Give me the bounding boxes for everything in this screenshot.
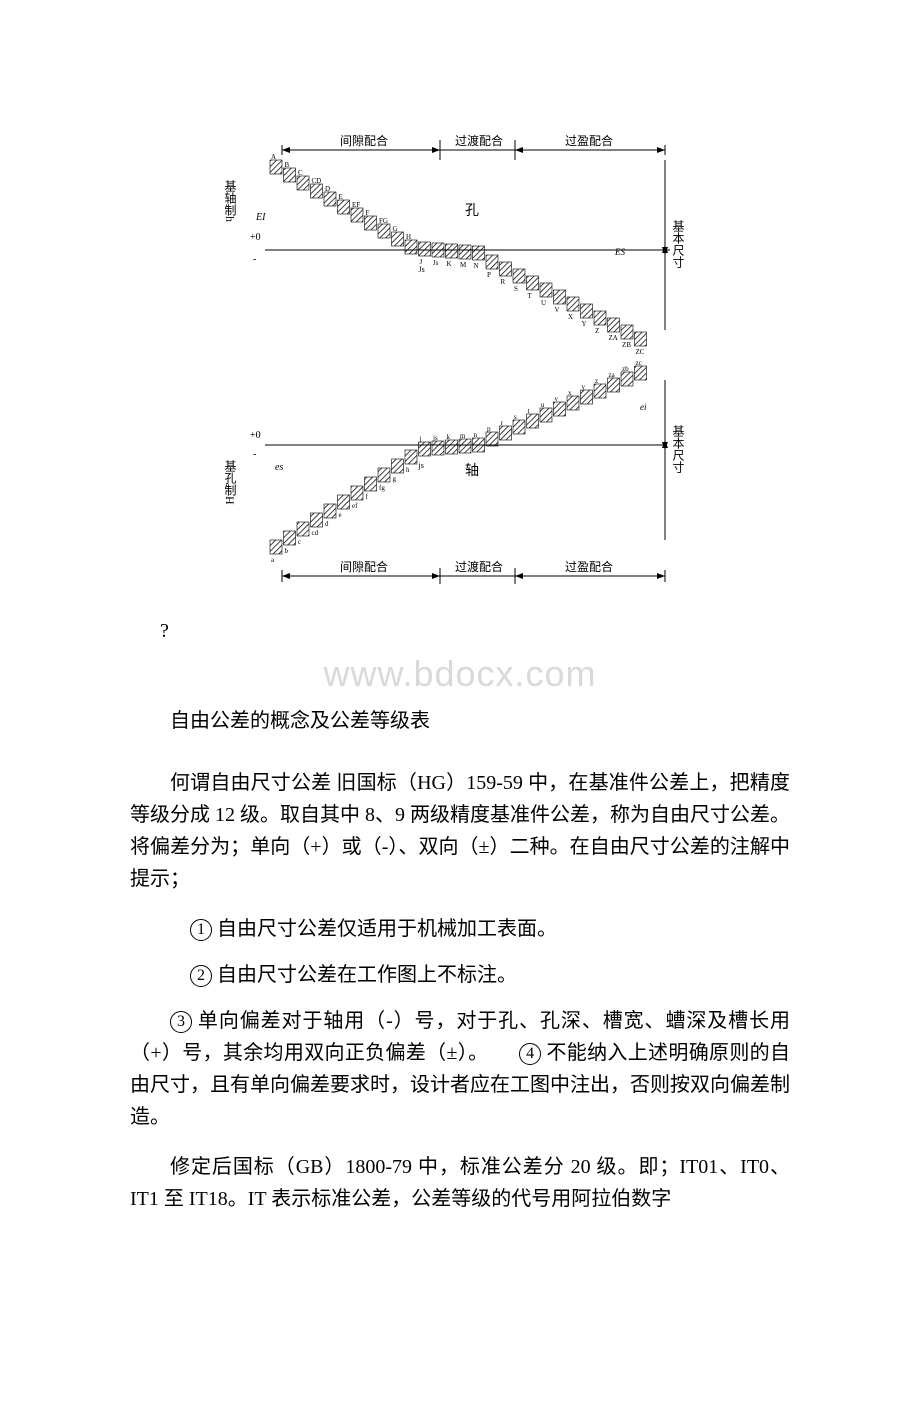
es-lower: es — [275, 462, 283, 473]
item2-text: 自由尺寸公差在工作图上不标注。 — [212, 964, 517, 986]
section-title: 自由公差的概念及公差等级表 — [130, 705, 790, 737]
top-clearance-label: 间隙配合 — [340, 133, 388, 148]
svg-text:zc: zc — [636, 359, 642, 367]
svg-text:t: t — [528, 407, 530, 415]
tolerance-diagram: 间隙配合 过渡配合 过盈配合 +0 - EI 基轴制h 基本尺寸 孔 ES AB… — [220, 120, 700, 600]
list-item-2: 2 自由尺寸公差在工作图上不标注。 — [130, 959, 790, 991]
svg-text:C: C — [298, 169, 303, 177]
shaft-label: 轴 — [465, 463, 479, 479]
paragraph-2: 修定后国标（GB）1800-79 中，标准公差分 20 级。即；IT01、IT0… — [130, 1151, 790, 1215]
svg-text:V: V — [555, 306, 560, 314]
svg-text:X: X — [568, 313, 573, 321]
minus-top: - — [253, 254, 256, 265]
svg-text:Js: Js — [433, 259, 439, 267]
svg-text:z: z — [595, 377, 598, 385]
svg-text:x: x — [568, 389, 572, 397]
circled-4: 4 — [519, 1043, 541, 1065]
svg-text:F: F — [366, 209, 370, 217]
hole-system-label: 基孔制H — [223, 460, 237, 505]
svg-text:y: y — [582, 383, 586, 391]
svg-text:FG: FG — [379, 217, 388, 225]
document-content: 自由公差的概念及公差等级表 何谓自由尺寸公差 旧国标（HG）159-59 中，在… — [0, 705, 920, 1215]
ei-lower: ei — [640, 402, 647, 412]
svg-text:d: d — [325, 520, 329, 528]
hole-label: 孔 — [465, 203, 479, 219]
lower-boxes: abccddeefffgghjjskmnprstuvxyzzazbzcjs — [270, 359, 647, 564]
top-interference-label: 过盈配合 — [565, 133, 613, 148]
shaft-system-label: 基轴制h — [223, 180, 237, 222]
bottom-clearance-label: 间隙配合 — [340, 559, 388, 574]
question-mark: ? — [160, 620, 920, 643]
svg-text:D: D — [325, 185, 330, 193]
svg-text:Y: Y — [582, 320, 587, 328]
svg-text:b: b — [285, 547, 289, 555]
circled-3: 3 — [170, 1011, 192, 1033]
list-item-3-4: 3 单向偏差对于轴用（-）号，对于孔、孔深、槽宽、螬深及槽长用（+）号，其余均用… — [130, 1005, 790, 1133]
plus-zero-top: +0 — [250, 232, 261, 243]
ei-label: EI — [255, 212, 266, 223]
svg-text:ZC: ZC — [636, 348, 645, 356]
svg-text:S: S — [514, 285, 518, 293]
svg-text:ZB: ZB — [622, 341, 631, 349]
svg-text:s: s — [514, 413, 517, 421]
upper-boxes: ABCCDDEEFFFGGHJJsKMNPRSTUVXYZZAZBZCJs — [270, 153, 647, 356]
top-transition-label: 过渡配合 — [455, 133, 503, 148]
svg-text:ef: ef — [352, 502, 358, 510]
svg-text:G: G — [393, 225, 398, 233]
svg-text:js: js — [432, 434, 438, 442]
paragraph-1: 何谓自由尺寸公差 旧国标（HG）159-59 中，在基准件公差上，把精度等级分成… — [130, 767, 790, 895]
circled-2: 2 — [190, 965, 212, 987]
svg-text:h: h — [406, 466, 410, 474]
basic-size-top-label: 基本尺寸 — [671, 220, 685, 268]
svg-text:za: za — [609, 371, 616, 379]
svg-text:N: N — [474, 262, 479, 270]
svg-text:R: R — [501, 278, 506, 286]
svg-text:cd: cd — [312, 529, 319, 537]
svg-text:B: B — [285, 161, 290, 169]
svg-text:k: k — [447, 433, 451, 441]
list-item-1: 1 自由尺寸公差仅适用于机械加工表面。 — [130, 913, 790, 945]
svg-text:n: n — [474, 431, 478, 439]
svg-text:f: f — [366, 493, 369, 501]
bottom-interference-label: 过盈配合 — [565, 559, 613, 574]
watermark: www.bdocx.com — [0, 653, 920, 695]
svg-text:EF: EF — [352, 201, 360, 209]
svg-text:m: m — [460, 432, 466, 440]
svg-text:e: e — [339, 511, 342, 519]
svg-text:j: j — [419, 435, 422, 443]
svg-text:ZA: ZA — [609, 334, 618, 342]
minus-bottom: - — [253, 449, 256, 460]
svg-text:fg: fg — [379, 484, 385, 492]
es-upper: ES — [614, 247, 625, 257]
basic-size-bottom-label: 基本尺寸 — [671, 425, 685, 473]
svg-text:u: u — [541, 401, 545, 409]
svg-text:A: A — [271, 153, 276, 161]
svg-text:a: a — [271, 556, 275, 564]
svg-text:H: H — [406, 233, 411, 241]
svg-text:v: v — [555, 395, 559, 403]
svg-text:E: E — [339, 193, 343, 201]
plus-zero-bottom: +0 — [250, 430, 261, 441]
svg-text:g: g — [393, 475, 397, 483]
svg-text:CD: CD — [312, 177, 322, 185]
bottom-transition-label: 过渡配合 — [455, 559, 503, 574]
svg-text:zb: zb — [622, 365, 629, 373]
svg-text:K: K — [447, 260, 452, 268]
diagram-svg: 间隙配合 过渡配合 过盈配合 +0 - EI 基轴制h 基本尺寸 孔 ES AB… — [220, 120, 700, 600]
svg-text:js: js — [418, 461, 424, 470]
svg-text:Z: Z — [595, 327, 599, 335]
circled-1: 1 — [190, 919, 212, 941]
svg-text:c: c — [298, 538, 301, 546]
svg-text:M: M — [460, 261, 467, 269]
svg-text:p: p — [487, 425, 491, 433]
svg-text:P: P — [487, 271, 491, 279]
item1-text: 自由尺寸公差仅适用于机械加工表面。 — [212, 918, 557, 940]
svg-text:U: U — [541, 299, 546, 307]
svg-text:Js: Js — [419, 265, 425, 274]
svg-text:T: T — [528, 292, 533, 300]
